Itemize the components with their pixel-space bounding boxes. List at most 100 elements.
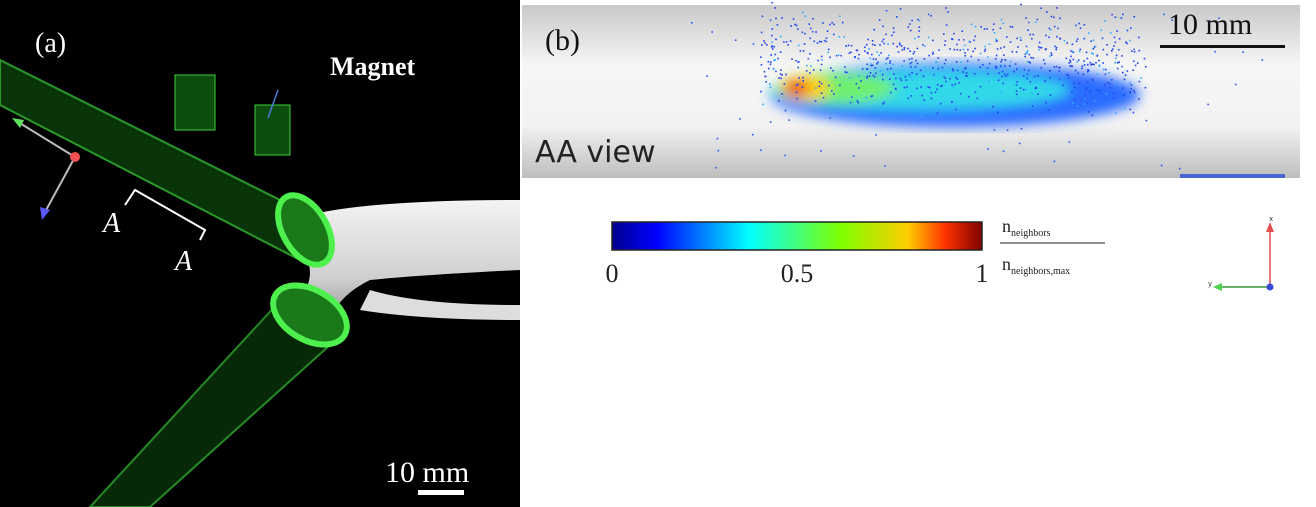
particle <box>1089 62 1091 64</box>
particle <box>1032 105 1034 107</box>
particle <box>968 41 970 43</box>
particle <box>949 48 951 50</box>
particle <box>873 58 875 60</box>
particle <box>904 47 906 49</box>
particle <box>850 102 852 104</box>
particle <box>875 67 877 69</box>
particle <box>1092 63 1094 65</box>
particle <box>971 24 973 26</box>
particle <box>1072 51 1074 53</box>
particle <box>896 46 898 48</box>
particle <box>1133 112 1135 114</box>
particle <box>762 104 764 106</box>
particle <box>964 52 966 54</box>
particle <box>1126 43 1128 45</box>
particle <box>1058 70 1060 72</box>
particle <box>882 79 884 81</box>
particle <box>909 23 911 25</box>
particle <box>1207 104 1209 106</box>
particle <box>1053 17 1055 19</box>
particle <box>1091 52 1093 54</box>
particle <box>829 57 831 59</box>
particle <box>947 11 949 13</box>
particle <box>808 23 810 25</box>
particle <box>1023 75 1025 77</box>
particle <box>1179 168 1181 170</box>
particle <box>984 50 986 52</box>
particle <box>916 88 918 90</box>
particle <box>1069 141 1071 143</box>
magnet-block <box>255 105 290 155</box>
particle <box>1107 82 1109 84</box>
particle <box>995 58 997 60</box>
particle <box>1105 74 1107 76</box>
particle <box>882 26 884 28</box>
particle <box>1130 109 1132 111</box>
particle <box>1145 87 1147 89</box>
particle <box>780 36 782 38</box>
particle <box>1020 37 1022 39</box>
particle <box>1097 73 1099 75</box>
particle <box>993 23 995 25</box>
particle <box>883 39 885 41</box>
particle <box>945 76 947 78</box>
particle <box>1077 105 1079 107</box>
particle <box>1115 42 1117 44</box>
particle <box>960 93 962 95</box>
particle <box>817 42 819 44</box>
particle <box>809 53 811 55</box>
particle <box>761 44 763 46</box>
particle <box>1070 65 1072 67</box>
particle <box>956 44 958 46</box>
particle <box>802 77 804 79</box>
scale-bar <box>1160 45 1285 48</box>
particle <box>797 28 799 30</box>
section-label: A <box>173 246 193 277</box>
particle <box>1119 38 1121 40</box>
particle <box>1045 89 1047 91</box>
particle <box>967 49 969 51</box>
particle <box>1121 55 1123 57</box>
particle <box>999 77 1001 79</box>
particle <box>853 155 855 157</box>
panel-b: (b) 10 mm AA view nneighbors nneighbors,… <box>522 2 1300 291</box>
particle <box>809 72 811 74</box>
particle <box>1025 53 1027 55</box>
particle <box>995 66 997 68</box>
particle <box>1068 77 1070 79</box>
particle <box>889 62 891 64</box>
particle <box>1001 76 1003 78</box>
particle <box>775 18 777 20</box>
particle <box>1066 74 1068 76</box>
particle <box>1001 59 1003 61</box>
particle <box>890 60 892 62</box>
particle <box>768 61 770 63</box>
particle <box>833 24 835 26</box>
particle <box>1104 84 1106 86</box>
particle <box>1030 81 1032 83</box>
particle <box>1079 83 1081 85</box>
particle <box>960 61 962 63</box>
particle <box>1111 50 1113 52</box>
particle <box>890 92 892 94</box>
particle <box>1051 16 1053 18</box>
particle <box>1056 7 1058 9</box>
particle <box>1102 62 1104 64</box>
particle <box>1134 16 1136 18</box>
particle <box>936 61 938 63</box>
particle <box>987 148 989 150</box>
particle <box>1027 50 1029 52</box>
particle <box>919 20 921 22</box>
particle <box>1031 57 1033 59</box>
particle <box>1083 103 1085 105</box>
particle <box>1056 47 1058 49</box>
particle <box>882 103 884 105</box>
particle <box>887 68 889 70</box>
particle <box>944 63 946 65</box>
particle <box>872 44 874 46</box>
particle <box>1055 49 1057 51</box>
particle <box>1116 82 1118 84</box>
particle <box>924 67 926 69</box>
particle <box>1050 29 1052 31</box>
particle <box>866 44 868 46</box>
